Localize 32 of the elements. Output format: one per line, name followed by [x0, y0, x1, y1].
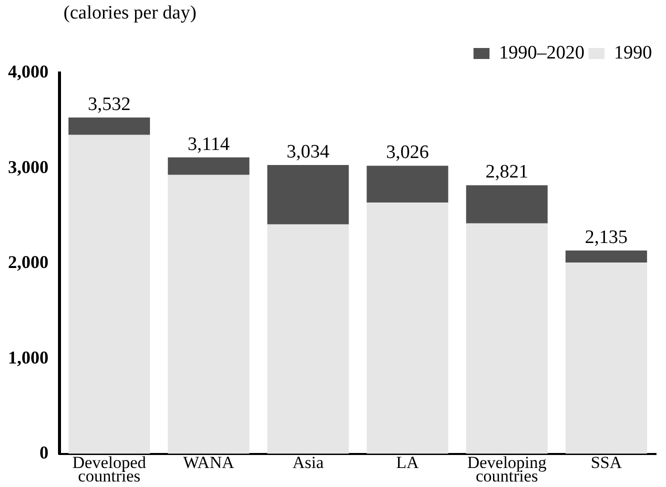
- y-tick-label: 1,000: [8, 347, 48, 368]
- total-label: 3,026: [386, 142, 429, 164]
- bar: [466, 223, 548, 454]
- x-tick-label: SSA: [590, 453, 623, 472]
- y-axis-title: (calories per day): [64, 2, 196, 24]
- total-label: 3,034: [286, 141, 330, 162]
- bar: [466, 185, 548, 224]
- bar: [566, 250, 648, 262]
- legend-label: 1990: [614, 42, 652, 64]
- bar: [68, 118, 150, 135]
- bar: [267, 224, 349, 454]
- total-label: 3,114: [188, 134, 230, 155]
- total-label: 2,821: [486, 162, 528, 183]
- total-label: 3,532: [88, 94, 131, 116]
- bar: [566, 262, 648, 454]
- bar: [168, 157, 250, 175]
- y-tick-label: 2,000: [8, 252, 48, 272]
- bar: [366, 202, 448, 454]
- y-tick-label: 3,000: [8, 156, 48, 177]
- x-tick-label: Developing countries: [467, 453, 548, 486]
- x-tick-label: Asia: [292, 453, 324, 472]
- total-label: 2,135: [584, 227, 628, 248]
- x-tick-label: LA: [396, 453, 420, 472]
- legend-label: 1990–2020: [499, 42, 584, 64]
- bar: [168, 174, 250, 454]
- x-tick-label: WANA: [183, 453, 235, 472]
- bar: [366, 166, 448, 202]
- y-tick-label: 4,000: [8, 62, 48, 82]
- x-tick-label: Developed countries: [72, 453, 147, 486]
- bar: [68, 134, 150, 454]
- y-tick-label: 0: [40, 442, 48, 462]
- bar: [267, 164, 349, 224]
